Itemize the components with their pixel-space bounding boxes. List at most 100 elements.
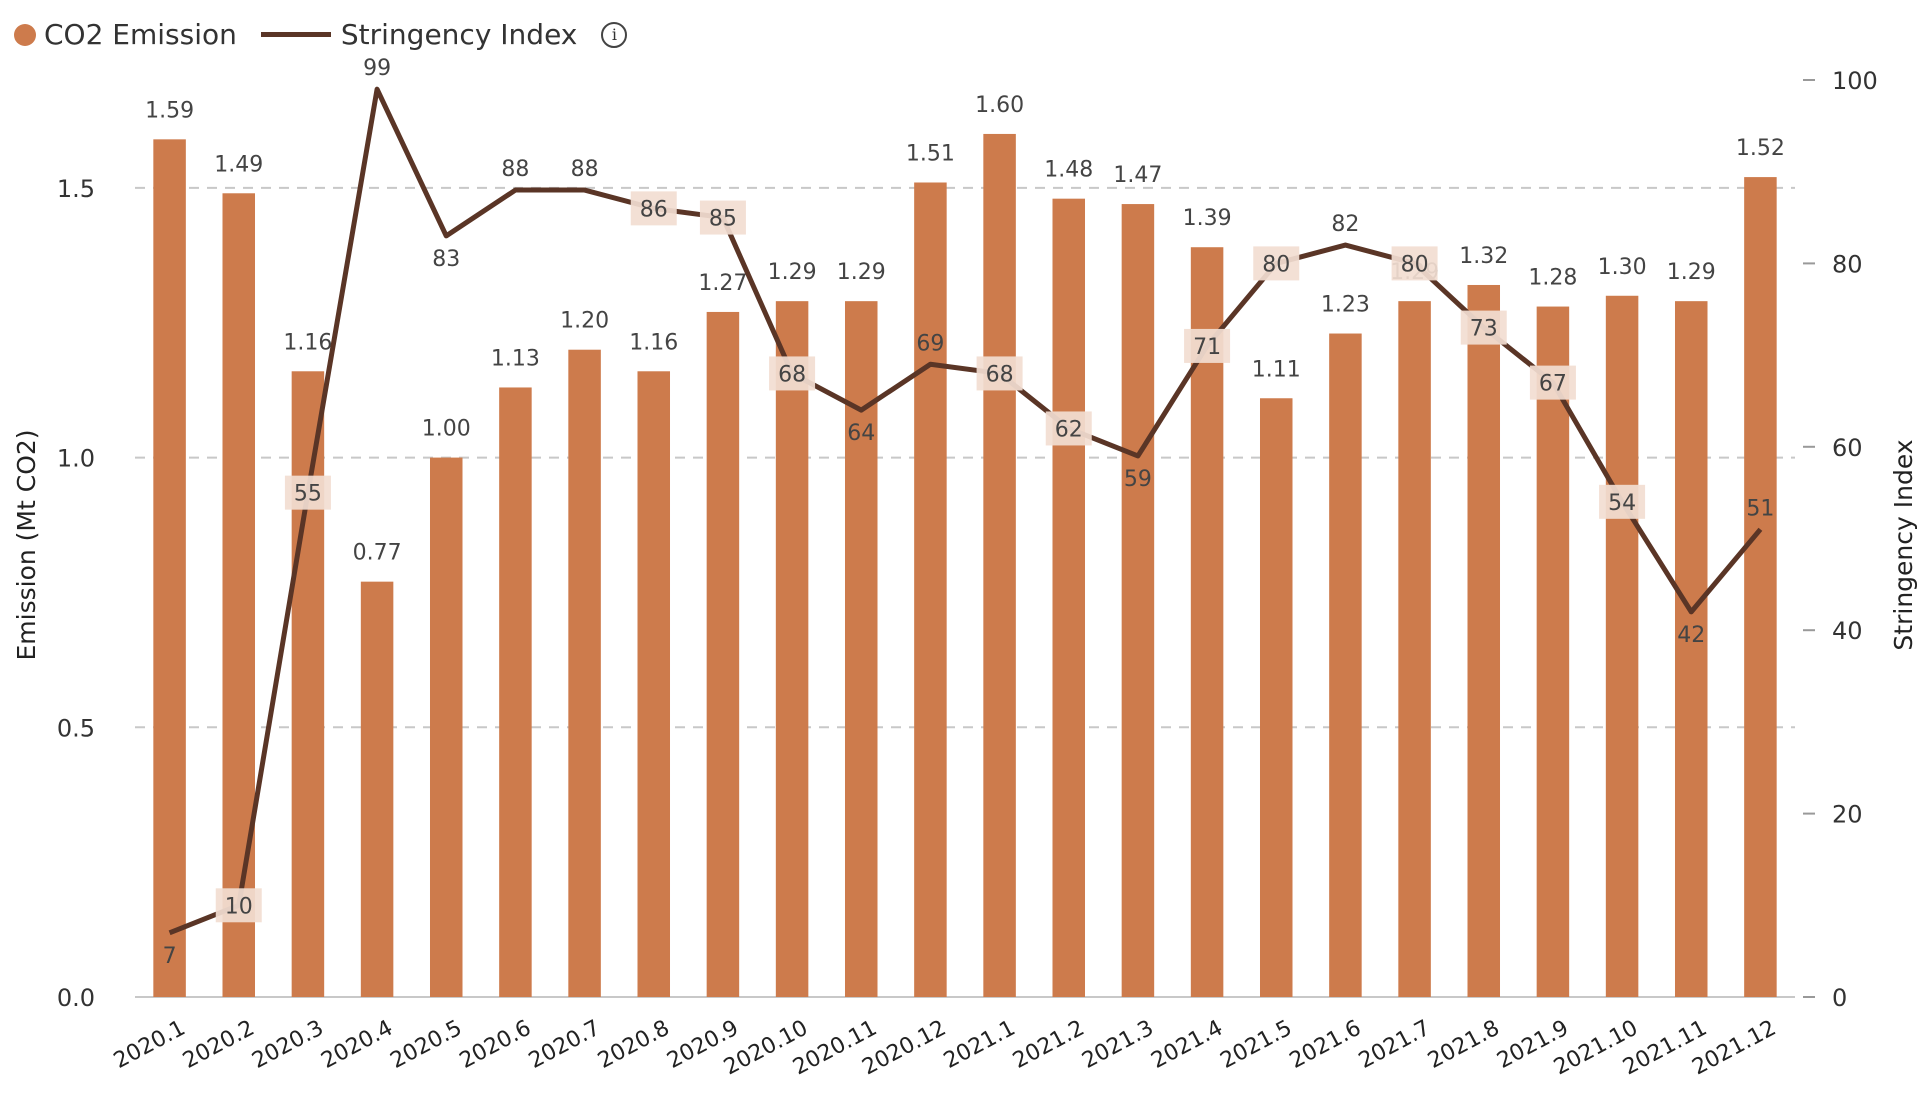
bar-value-label: 1.52 xyxy=(1736,136,1785,161)
bar[interactable] xyxy=(914,182,947,998)
x-tick-label: 2021.2 xyxy=(1009,1016,1089,1074)
line-value-label: 68 xyxy=(778,362,806,387)
bar[interactable] xyxy=(1259,398,1293,997)
line-value-label: 69 xyxy=(916,331,944,356)
y2-tick-label: 0 xyxy=(1832,984,1847,1012)
bar[interactable] xyxy=(1744,177,1777,997)
stringency-line xyxy=(168,86,1763,936)
y2-tick-label: 20 xyxy=(1832,801,1863,829)
bar-value-label: 1.23 xyxy=(1321,293,1370,318)
line-label-bg xyxy=(1460,310,1507,345)
line-label-bg xyxy=(1253,246,1300,281)
x-tick-label: 2020.4 xyxy=(317,1016,397,1074)
line-value-label: 54 xyxy=(1608,491,1636,516)
line-label-bg xyxy=(630,191,677,226)
y-axis-title: Emission (Mt CO2) xyxy=(12,429,41,660)
y-tick-label: 1.5 xyxy=(57,175,95,203)
bar-value-label: 1.32 xyxy=(1459,244,1508,269)
bar-value-label: 1.30 xyxy=(1598,255,1647,280)
bar[interactable] xyxy=(983,133,1016,998)
bar-value-label: 1.48 xyxy=(1044,158,1093,183)
legend-line-swatch xyxy=(260,32,331,37)
bar-value-label: 1.20 xyxy=(560,309,609,334)
x-tick-label: 2021.5 xyxy=(1216,1016,1296,1074)
x-tick-label: 2020.3 xyxy=(248,1016,328,1074)
bar[interactable] xyxy=(1052,198,1086,997)
bar[interactable] xyxy=(568,349,601,997)
bar[interactable] xyxy=(1674,301,1708,997)
legend-bar-label[interactable]: CO2 Emission xyxy=(44,18,237,51)
line-label-bg xyxy=(284,475,331,510)
bar-value-label: 1.27 xyxy=(698,271,747,296)
line-value-label: 59 xyxy=(1124,467,1152,492)
bar-value-label: 1.60 xyxy=(975,93,1024,118)
bar-value-label: 1.29 xyxy=(837,260,886,285)
x-tick-label: 2020.7 xyxy=(525,1016,605,1074)
x-tick-label: 2021.7 xyxy=(1355,1016,1435,1074)
bar[interactable] xyxy=(1329,333,1362,997)
line-label-bg xyxy=(215,888,262,923)
bar-value-label: 1.47 xyxy=(1113,163,1162,188)
bar[interactable] xyxy=(222,193,256,997)
line-value-label: 86 xyxy=(640,197,668,222)
line-value-label: 62 xyxy=(1055,417,1083,442)
line-value-label: 42 xyxy=(1677,623,1705,648)
bar-value-label: 1.13 xyxy=(491,346,540,371)
bar[interactable] xyxy=(429,457,463,997)
bar[interactable] xyxy=(291,371,325,997)
line-value-label: 85 xyxy=(709,207,737,232)
y-tick-label: 1.0 xyxy=(57,445,95,473)
line-value-label: 68 xyxy=(986,362,1014,387)
bar[interactable] xyxy=(1467,284,1501,998)
x-tick-label: 2021.3 xyxy=(1078,1016,1158,1074)
bar-value-label: 1.59 xyxy=(145,98,194,123)
line-label-bg xyxy=(1045,411,1092,446)
bar-value-label: 1.00 xyxy=(422,417,471,442)
legend-line-label[interactable]: Stringency Index xyxy=(340,18,578,51)
bar[interactable] xyxy=(1605,295,1639,997)
bar[interactable] xyxy=(775,301,809,997)
bar[interactable] xyxy=(844,301,878,997)
line-label-bg xyxy=(1391,246,1438,281)
y-tick-label: 0.0 xyxy=(57,984,95,1012)
line-value-label: 82 xyxy=(1331,212,1359,237)
bar[interactable] xyxy=(499,387,532,997)
bar-value-label: 1.16 xyxy=(283,330,332,355)
bar-value-label: 1.51 xyxy=(906,141,955,166)
bar[interactable] xyxy=(360,581,394,997)
x-tick-label: 2020.2 xyxy=(179,1016,259,1074)
bar-value-label: 0.77 xyxy=(353,541,402,566)
x-tick-label: 2021.6 xyxy=(1286,1016,1366,1074)
bar-value-label: 1.29 xyxy=(1667,260,1716,285)
y2-tick-label: 80 xyxy=(1832,250,1863,278)
line-value-label: 73 xyxy=(1470,317,1498,342)
x-tick-label: 2020.5 xyxy=(386,1016,466,1074)
bar[interactable] xyxy=(153,139,186,997)
x-tick-label: 2020.8 xyxy=(594,1016,674,1074)
bar[interactable] xyxy=(706,311,740,998)
line-value-label: 80 xyxy=(1401,252,1429,277)
bar-value-label: 1.28 xyxy=(1528,266,1577,291)
bar[interactable] xyxy=(637,371,671,997)
bar[interactable] xyxy=(1190,247,1224,997)
line-label-bg xyxy=(699,200,746,235)
chart-legend: CO2 Emission Stringency Index i xyxy=(14,18,628,51)
bar-value-label: 1.39 xyxy=(1183,206,1232,231)
line-value-label: 64 xyxy=(847,421,875,446)
info-icon[interactable]: i xyxy=(601,21,628,48)
bar[interactable] xyxy=(1536,306,1570,997)
line-label-bg xyxy=(1599,484,1646,519)
y2-axis-title: Stringency Index xyxy=(1889,439,1918,650)
x-tick-label: 2021.1 xyxy=(940,1016,1020,1074)
y2-tick-label: 100 xyxy=(1832,67,1878,95)
x-tick-label: 2020.6 xyxy=(456,1016,536,1074)
line-value-label: 80 xyxy=(1262,252,1290,277)
bar[interactable] xyxy=(1398,301,1431,997)
line-value-label: 88 xyxy=(501,157,529,182)
line-value-label: 67 xyxy=(1539,372,1567,397)
line-label-bg xyxy=(1184,328,1231,363)
bar[interactable] xyxy=(1121,204,1155,998)
x-tick-label: 2020.1 xyxy=(110,1016,190,1074)
bar-value-label: 1.29 xyxy=(768,260,817,285)
